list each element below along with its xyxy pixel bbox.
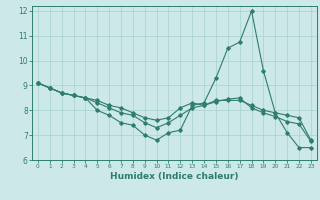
- X-axis label: Humidex (Indice chaleur): Humidex (Indice chaleur): [110, 172, 239, 181]
